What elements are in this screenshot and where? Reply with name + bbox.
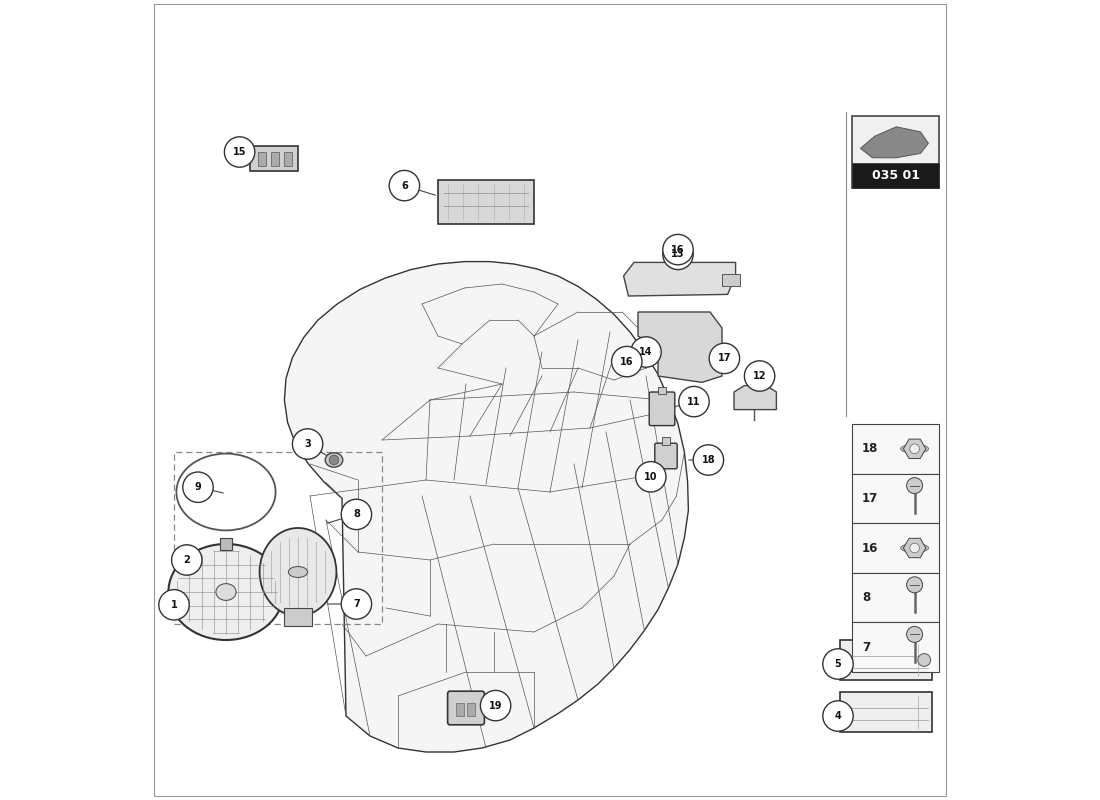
Circle shape [224,137,255,167]
Bar [852,163,938,188]
Text: 5: 5 [835,659,842,669]
Circle shape [910,543,920,553]
Circle shape [183,472,213,502]
Polygon shape [734,386,777,410]
Circle shape [341,589,372,619]
FancyBboxPatch shape [654,443,678,469]
Text: 17: 17 [717,354,732,363]
Circle shape [823,701,854,731]
FancyBboxPatch shape [649,392,674,426]
Bar [852,622,938,672]
FancyBboxPatch shape [466,703,475,716]
Polygon shape [903,538,926,558]
Circle shape [389,170,419,201]
Circle shape [710,343,739,374]
Polygon shape [638,312,722,382]
Text: eurocarparts: eurocarparts [344,397,627,435]
FancyBboxPatch shape [271,152,278,166]
Circle shape [341,499,372,530]
Bar [839,640,932,680]
Bar [839,692,932,732]
Ellipse shape [216,584,236,600]
Text: 10: 10 [644,472,658,482]
Ellipse shape [288,566,308,578]
Circle shape [823,649,854,679]
FancyBboxPatch shape [284,608,312,626]
Text: 19: 19 [488,701,503,710]
Polygon shape [624,262,736,296]
FancyBboxPatch shape [258,152,266,166]
Ellipse shape [326,453,343,467]
Circle shape [906,626,923,642]
Circle shape [663,234,693,265]
Text: 1: 1 [170,600,177,610]
Bar [852,424,938,474]
Circle shape [612,346,642,377]
Text: 035 01: 035 01 [871,169,920,182]
FancyBboxPatch shape [220,538,232,550]
Circle shape [293,429,322,459]
Circle shape [693,445,724,475]
Circle shape [636,462,666,492]
FancyBboxPatch shape [722,274,739,286]
Text: 15: 15 [233,147,246,157]
Polygon shape [860,126,928,158]
Text: 18: 18 [702,455,715,465]
Circle shape [481,690,510,721]
Text: 12: 12 [752,371,767,381]
Ellipse shape [901,444,928,454]
Polygon shape [285,262,689,752]
Polygon shape [903,439,926,458]
Circle shape [329,455,339,465]
Text: 8: 8 [353,510,360,519]
Text: 3: 3 [305,439,311,449]
FancyBboxPatch shape [284,152,292,166]
Circle shape [910,444,920,454]
FancyBboxPatch shape [662,437,670,445]
Circle shape [172,545,202,575]
Circle shape [158,590,189,620]
Text: 16: 16 [862,542,879,554]
Ellipse shape [168,544,284,640]
Bar [174,452,382,624]
Text: a passion for parts since 1978: a passion for parts since 1978 [350,471,623,489]
Bar [852,523,938,573]
Bar [438,180,534,224]
Bar [852,573,938,622]
Circle shape [630,337,661,367]
Text: 16: 16 [620,357,634,366]
Text: 13: 13 [671,250,684,259]
Text: 11: 11 [688,397,701,406]
Text: 16: 16 [671,245,684,254]
Text: 8: 8 [862,591,870,604]
Text: 14: 14 [639,347,652,357]
Bar [852,474,938,523]
FancyBboxPatch shape [658,387,666,394]
FancyBboxPatch shape [448,691,484,725]
Text: 6: 6 [402,181,408,190]
Circle shape [679,386,710,417]
Text: 18: 18 [862,442,879,455]
Text: 7: 7 [353,599,360,609]
Text: 2: 2 [184,555,190,565]
Bar [852,116,938,188]
Ellipse shape [260,528,337,616]
FancyBboxPatch shape [250,146,298,171]
Ellipse shape [901,543,928,553]
Text: 17: 17 [862,492,878,505]
Circle shape [745,361,774,391]
Text: 7: 7 [862,641,870,654]
Circle shape [906,478,923,494]
FancyBboxPatch shape [455,703,463,716]
Text: 9: 9 [195,482,201,492]
Circle shape [663,239,693,270]
Circle shape [917,654,931,666]
Text: 4: 4 [835,711,842,721]
Circle shape [906,577,923,593]
